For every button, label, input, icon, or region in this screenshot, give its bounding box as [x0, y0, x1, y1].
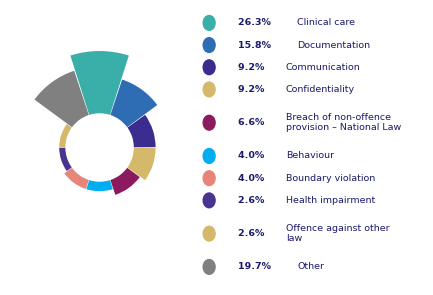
Bar: [59, 148, 72, 171]
Text: 9.2%: 9.2%: [238, 63, 267, 72]
Text: 9.2%: 9.2%: [238, 85, 267, 94]
Text: 2.6%: 2.6%: [238, 229, 267, 238]
Text: 4.0%: 4.0%: [238, 152, 267, 160]
Circle shape: [203, 16, 215, 30]
Text: Communication: Communication: [286, 63, 361, 72]
Text: Boundary violation: Boundary violation: [286, 174, 375, 183]
Bar: [70, 51, 129, 115]
Text: Documentation: Documentation: [297, 41, 370, 50]
Bar: [35, 71, 89, 127]
Bar: [127, 115, 155, 147]
Text: 15.8%: 15.8%: [238, 41, 274, 50]
Text: Breach of non-offence
provision – National Law: Breach of non-offence provision – Nation…: [286, 113, 401, 132]
Bar: [127, 148, 155, 180]
Circle shape: [203, 60, 215, 75]
Text: Confidentiality: Confidentiality: [286, 85, 355, 94]
Circle shape: [203, 171, 215, 186]
Text: 26.3%: 26.3%: [238, 18, 274, 27]
Text: Other: Other: [297, 263, 324, 271]
Circle shape: [203, 149, 215, 163]
Circle shape: [203, 38, 215, 53]
Bar: [86, 180, 113, 191]
Text: 2.6%: 2.6%: [238, 196, 267, 205]
Circle shape: [203, 226, 215, 241]
Circle shape: [203, 115, 215, 130]
Text: 6.6%: 6.6%: [238, 118, 267, 127]
Text: 19.7%: 19.7%: [238, 263, 274, 271]
Bar: [65, 168, 89, 189]
Text: Clinical care: Clinical care: [297, 18, 355, 27]
Circle shape: [203, 82, 215, 97]
Text: Behaviour: Behaviour: [286, 152, 334, 160]
Text: Health impairment: Health impairment: [286, 196, 375, 205]
Text: Offence against other
law: Offence against other law: [286, 224, 389, 243]
Bar: [59, 124, 72, 147]
Bar: [110, 168, 140, 195]
Circle shape: [203, 260, 215, 274]
Circle shape: [203, 193, 215, 208]
Text: 4.0%: 4.0%: [238, 174, 267, 183]
Bar: [110, 80, 157, 127]
